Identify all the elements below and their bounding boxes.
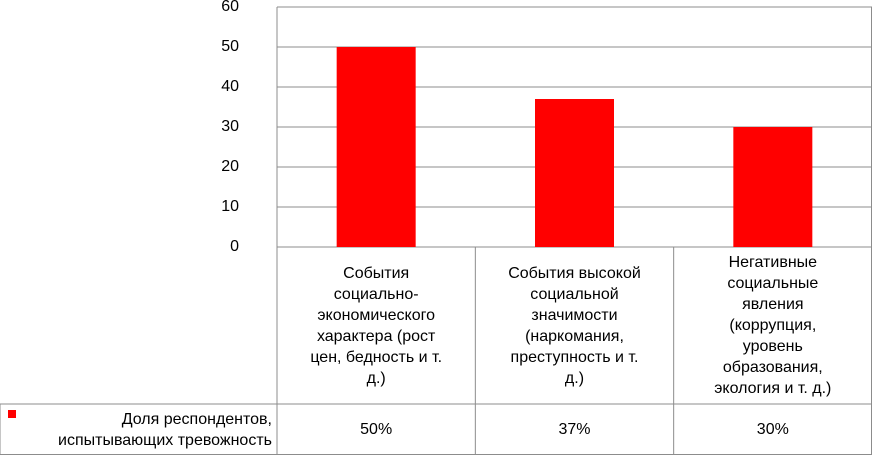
bar — [535, 99, 614, 247]
category-label: Негативные социальные явления (коррупция… — [714, 254, 832, 397]
category-label: События социально- экономического характ… — [310, 264, 443, 387]
legend-key — [8, 410, 16, 418]
y-tick-label: 40 — [221, 78, 239, 95]
legend-series-name: Доля респондентов, испытывающих тревожно… — [58, 410, 272, 449]
bar — [733, 127, 813, 247]
data-label: 50% — [360, 421, 393, 438]
y-tick-label: 30 — [221, 118, 239, 135]
category-label: События высокой социальной значимости (н… — [508, 264, 641, 387]
bar — [336, 47, 416, 247]
y-tick-label: 60 — [221, 0, 239, 15]
data-label: 37% — [558, 421, 591, 438]
y-tick-label: 20 — [221, 158, 239, 175]
y-tick-label: 50 — [221, 38, 239, 55]
data-label: 30% — [756, 421, 789, 438]
y-tick-label: 0 — [230, 238, 239, 255]
y-tick-label: 10 — [221, 198, 239, 215]
